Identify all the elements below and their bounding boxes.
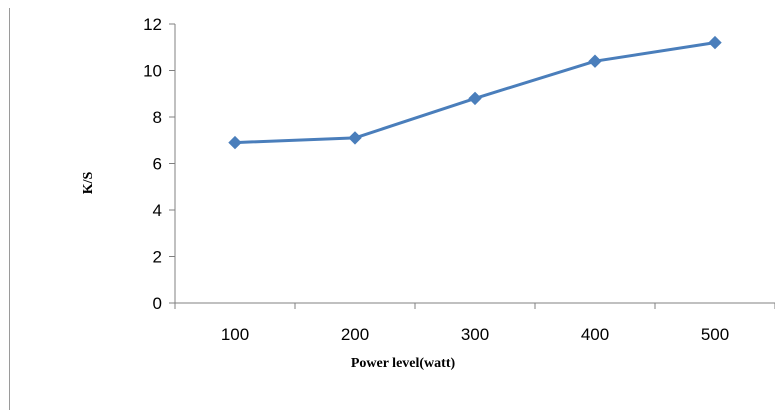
y-tick-label: 12 xyxy=(143,15,162,34)
x-axis-title: Power level(watt) xyxy=(351,356,456,371)
y-tick-label: 0 xyxy=(153,294,162,313)
series-layer xyxy=(228,35,722,150)
y-tick-label: 10 xyxy=(143,62,162,81)
x-tick-label: 200 xyxy=(341,325,369,344)
y-tick-label: 2 xyxy=(153,248,162,267)
y-tick-label: 6 xyxy=(153,155,162,174)
x-tick-label: 400 xyxy=(581,325,609,344)
x-tick-label: 300 xyxy=(461,325,489,344)
data-point-marker xyxy=(468,91,482,106)
y-tick-label: 8 xyxy=(153,108,162,127)
data-point-marker xyxy=(588,54,602,68)
x-ticks: 100 200 300 400 500 xyxy=(174,303,775,344)
y-ticks: 0 2 4 6 8 10 12 xyxy=(143,15,175,313)
axes: 0 2 4 6 8 10 12 100 200 300 400 500 xyxy=(143,15,775,344)
x-tick-label: 100 xyxy=(221,325,249,344)
y-tick-label: 4 xyxy=(153,201,162,220)
y-axis-title: K/S xyxy=(81,172,96,195)
data-point-marker xyxy=(228,135,242,150)
data-point-marker xyxy=(708,35,722,50)
left-border-line xyxy=(9,8,10,410)
x-tick-label: 500 xyxy=(701,325,729,344)
data-point-marker xyxy=(348,131,362,145)
